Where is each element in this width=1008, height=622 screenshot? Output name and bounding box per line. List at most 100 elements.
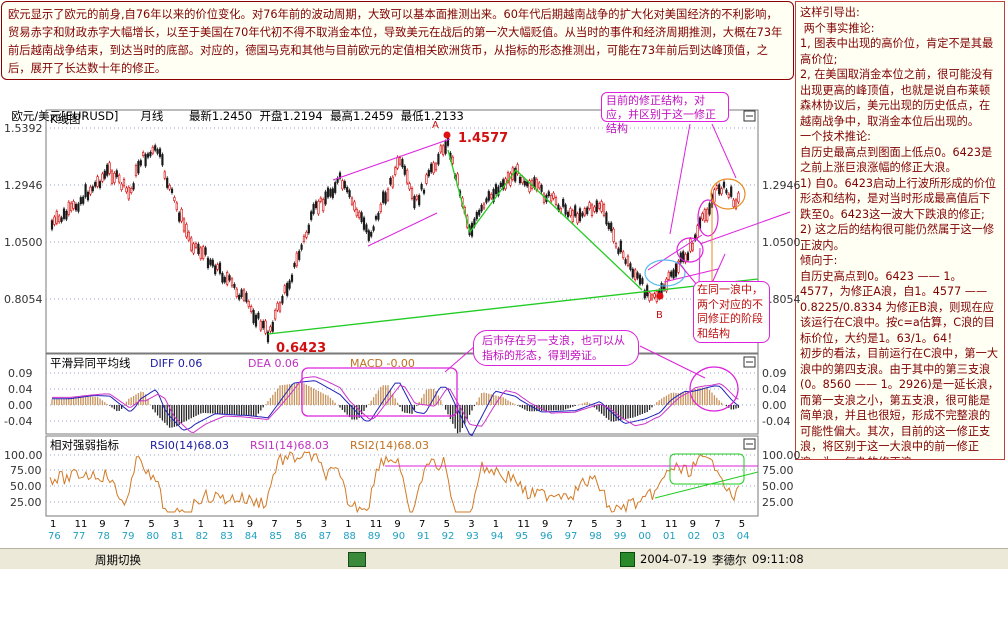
candle-body [295,252,298,267]
rsi2-label: RSI2(14)68.03 [350,439,429,452]
candle-body [638,274,642,285]
candle-body [384,192,387,204]
candle-body [475,212,478,220]
candle-body [226,272,229,285]
candle-body [646,285,649,297]
x-month-label: 1 [50,519,56,530]
candle-body [185,223,188,238]
candle-body [218,262,222,274]
candle-body [259,320,262,331]
x-year-label: 78 [97,531,110,542]
candle-body [406,169,409,184]
status-user: 李德尔 [712,553,747,567]
candle-body [686,252,690,261]
callout-collapse-button[interactable] [743,110,756,122]
x-month-label: 1 [640,519,646,530]
candle-body [274,310,277,320]
highlight-circle-magenta [676,237,704,263]
candle-body [343,181,346,189]
candle-body [398,157,402,165]
candle-body [607,222,610,230]
candle-body [372,226,375,231]
candle-body [442,145,445,156]
candle-body [74,203,78,211]
candle-body [566,211,570,218]
candle-body [665,278,668,292]
candle-body [353,201,356,211]
candle-body [610,222,613,232]
candle-body [365,224,368,233]
candle-body [432,162,435,174]
candle-body [619,240,622,253]
candle-body [312,204,315,214]
channel-recent-upper [699,211,791,245]
x-month-label: 11 [75,519,88,530]
callout-current-correction: 目前的修正结构，对应，并区别于这一修正结构 [601,92,729,135]
candle-body [360,212,363,223]
candle-body [319,197,322,202]
candle-body [158,148,162,157]
status-bar: 周期切换 2004-07-19 李德尔 09:11:08 [0,548,1008,569]
candle-body [139,160,142,166]
candle-body [209,259,212,265]
macd-collapse-button[interactable] [743,356,756,368]
candle-body [595,200,598,213]
candle-body [576,213,579,224]
candle-body [485,198,488,203]
kline-title: K线图 [50,112,81,126]
candle-body [338,172,342,179]
svg-text:0.04: 0.04 [762,383,787,396]
candle-body [677,260,680,273]
latest-price: 最新1.2450 [188,109,253,123]
price-level-label: 1.0500 [4,236,43,249]
candle-body [334,182,337,193]
candle-body [355,208,358,217]
candle-body [605,212,608,225]
candle-body [266,331,270,343]
candle-body [125,187,128,193]
candle-body [408,183,411,190]
candle-body [634,269,637,280]
candle-body [377,212,380,220]
x-month-label: 7 [567,519,573,530]
candle-body [206,257,210,268]
candle-body [300,244,303,250]
candle-body [132,183,135,190]
period-label[interactable]: 月线 [140,109,164,123]
x-year-label: 03 [712,531,725,542]
candle-body [276,302,279,311]
x-month-label: 7 [419,519,425,530]
rsi1-label: RSI1(14)68.03 [250,439,329,452]
svg-text:100.00: 100.00 [762,449,801,462]
candle-body [122,178,126,187]
candle-body [175,202,178,211]
candle-body [288,280,291,289]
x-month-label: 3 [468,519,474,530]
x-year-label: 80 [146,531,159,542]
candle-body [396,156,399,169]
candle-body [110,170,114,184]
x-month-label: 5 [296,519,302,530]
highlight-circle-orange [710,178,746,210]
candle-body [134,165,138,176]
svg-text:75.00: 75.00 [10,464,42,477]
svg-text:0.00: 0.00 [762,399,787,412]
x-year-label: 01 [663,531,676,542]
rsi-collapse-button[interactable] [743,438,756,450]
candle-body [149,151,152,157]
svg-text:75.00: 75.00 [762,464,794,477]
candle-body [127,186,130,200]
svg-text:0.00: 0.00 [8,399,33,412]
candle-body [245,292,248,302]
candle-body [437,153,440,165]
period-switch-button[interactable]: 周期切换 [95,553,141,567]
candle-body [499,182,502,187]
calculator-icon[interactable] [348,552,366,567]
candle-body [622,251,625,259]
x-year-label: 81 [171,531,184,542]
candle-body [286,282,289,296]
candle-body [89,186,92,195]
candle-body [720,188,723,195]
status-date: 2004-07-19 [640,552,707,566]
candle-body [696,225,699,238]
